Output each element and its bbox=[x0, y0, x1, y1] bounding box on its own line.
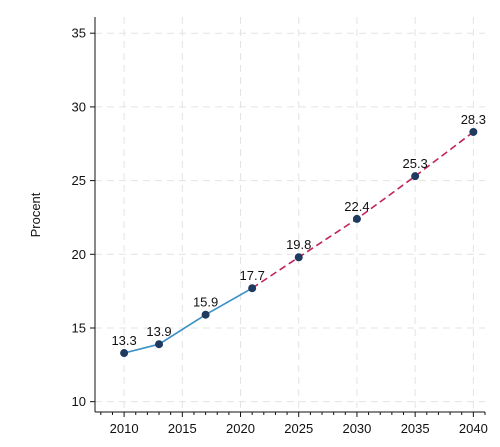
x-tick-label: 2010 bbox=[110, 421, 139, 436]
y-tick-label: 15 bbox=[72, 320, 86, 335]
x-tick-label: 2035 bbox=[401, 421, 430, 436]
data-labels: 13.3 13.9 15.9 17.7 19.8 22.4 25.3 28.3 bbox=[111, 112, 486, 348]
data-point bbox=[294, 253, 303, 262]
data-point bbox=[352, 214, 361, 223]
data-point bbox=[155, 340, 164, 349]
data-value-label: 13.9 bbox=[146, 324, 171, 339]
axes bbox=[94, 17, 485, 413]
y-tick-label: 10 bbox=[72, 394, 86, 409]
data-point bbox=[469, 127, 478, 136]
x-tick-label: 2020 bbox=[226, 421, 255, 436]
data-value-label: 22.4 bbox=[344, 199, 369, 214]
y-tick-label: 30 bbox=[72, 99, 86, 114]
data-point bbox=[120, 349, 129, 358]
data-value-label: 28.3 bbox=[461, 112, 486, 127]
data-value-label: 25.3 bbox=[402, 156, 427, 171]
data-value-label: 17.7 bbox=[240, 268, 265, 283]
y-tick-label: 20 bbox=[72, 247, 86, 262]
x-tick-label: 2015 bbox=[168, 421, 197, 436]
x-tick-label: 2030 bbox=[342, 421, 371, 436]
grid bbox=[95, 17, 485, 412]
x-tick-label: 2025 bbox=[284, 421, 313, 436]
data-value-label: 15.9 bbox=[193, 295, 218, 310]
y-axis-title: Procent bbox=[28, 192, 43, 237]
data-point bbox=[411, 172, 420, 181]
y-tick-label: 35 bbox=[72, 26, 86, 41]
x-tick-label: 2040 bbox=[459, 421, 488, 436]
data-point bbox=[201, 310, 210, 319]
data-value-label: 13.3 bbox=[111, 333, 136, 348]
data-value-label: 19.8 bbox=[286, 237, 311, 252]
data-points bbox=[120, 127, 478, 358]
observed-series-line bbox=[123, 287, 253, 354]
data-point bbox=[248, 284, 257, 293]
y-tick-label: 25 bbox=[72, 173, 86, 188]
